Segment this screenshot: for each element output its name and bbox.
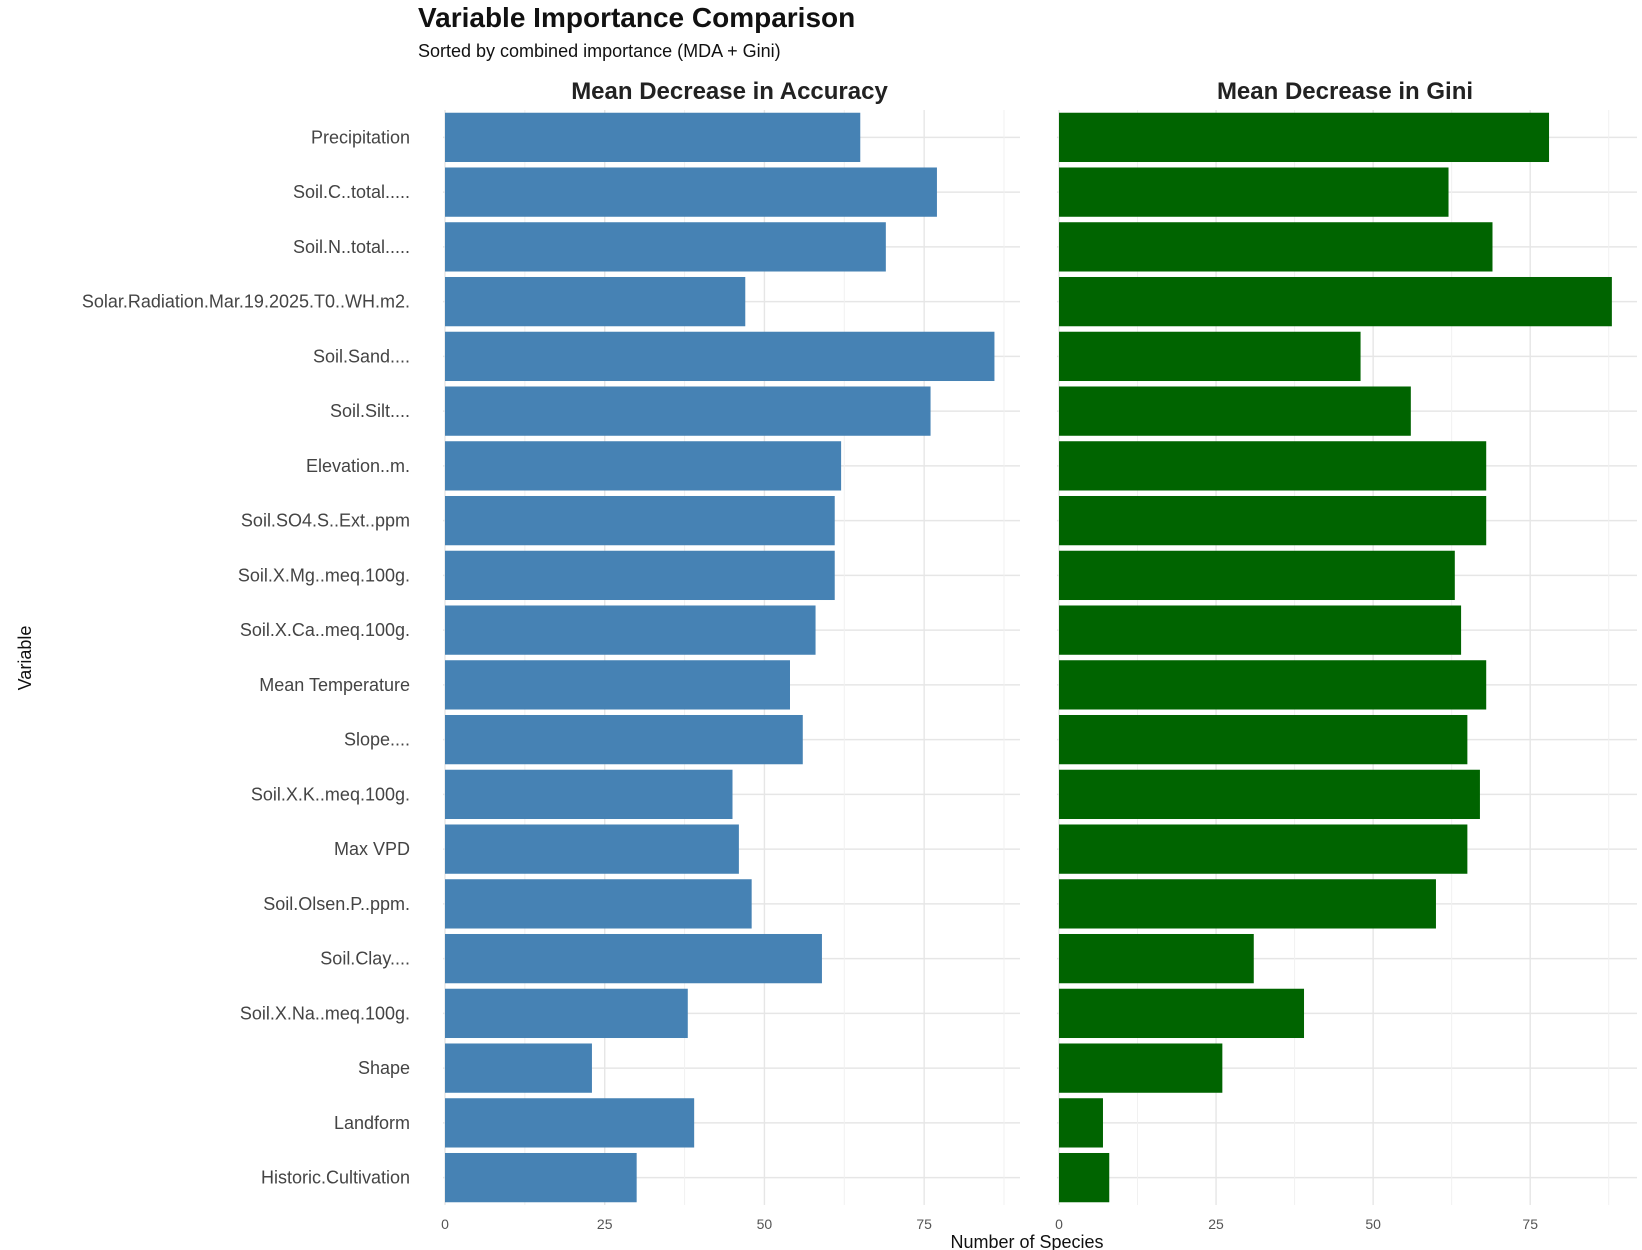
bar-landform-accuracy [445,1098,695,1148]
bar-soil-x-ca-meq-100g-accuracy [445,605,816,655]
y-tick-label: Slope.... [344,730,410,750]
x-axis-title: Number of Species [950,1232,1103,1250]
grid-layer [443,110,1637,1205]
bar-historic-cultivation-accuracy [445,1152,637,1203]
bar-soil-x-k-meq-100g-gini [1059,769,1480,820]
bar-soil-c-total-accuracy [445,167,937,217]
y-tick-label: Mean Temperature [259,675,410,695]
y-tick-label: Max VPD [334,839,410,859]
bar-solar-radiation-mar-19-2025-t0-wh-m2-gini [1059,276,1612,327]
y-tick-label: Soil.X.Ca..meq.100g. [240,620,410,640]
bar-soil-sand-gini [1059,331,1361,382]
y-tick-label: Soil.X.K..meq.100g. [251,784,410,804]
x-tick-label: 75 [916,1216,932,1232]
y-tick-label: Landform [334,1113,410,1133]
y-tick-label: Soil.SO4.S..Ext..ppm [241,511,410,531]
x-tick-label: 25 [1208,1216,1224,1232]
bar-solar-radiation-mar-19-2025-t0-wh-m2-accuracy [445,276,746,327]
y-tick-label: Soil.Silt.... [330,401,410,421]
y-tick-label: Historic.Cultivation [261,1168,410,1188]
bar-soil-silt-gini [1059,386,1411,436]
bar-soil-n-total-accuracy [445,222,886,272]
x-tick-label: 50 [757,1216,773,1232]
x-tick-label: 0 [441,1216,449,1232]
bar-slope-accuracy [445,714,803,765]
y-tick-label: Soil.Clay.... [320,949,410,969]
bar-mean-temperature-gini [1059,660,1487,710]
y-tick-label: Soil.C..total..... [293,182,410,202]
bar-soil-silt-accuracy [445,386,931,436]
bar-soil-clay-accuracy [445,933,822,984]
bar-elevation-m-accuracy [445,441,842,491]
x-tick-label: 0 [1055,1216,1063,1232]
bars-layer [445,112,1612,1203]
x-tick-label: 50 [1365,1216,1381,1232]
panel-title: Mean Decrease in Gini [1217,78,1473,105]
bar-elevation-m-gini [1059,441,1487,491]
y-tick-label: Elevation..m. [306,456,410,476]
x-tick-label: 75 [1522,1216,1538,1232]
y-tick-label: Soil.Olsen.P..ppm. [263,894,410,914]
bar-mean-temperature-accuracy [445,660,790,710]
y-tick-label: Soil.N..total..... [293,237,410,257]
bar-max-vpd-gini [1059,824,1468,874]
y-axis-title: Variable [15,626,35,691]
y-tick-label: Solar.Radiation.Mar.19.2025.T0..WH.m2. [82,292,410,312]
bar-precipitation-accuracy [445,112,861,163]
bar-soil-clay-gini [1059,933,1254,984]
labels-layer: Precipitation Soil.C..total..... Soil.N..t… [82,78,1538,1232]
bar-max-vpd-accuracy [445,824,739,874]
chart-title: Variable Importance Comparison [418,2,855,33]
bar-soil-x-mg-meq-100g-accuracy [445,550,835,601]
bar-soil-olsen-p-ppm-gini [1059,879,1436,929]
y-tick-label: Soil.X.Na..meq.100g. [240,1003,410,1023]
y-tick-label: Soil.X.Mg..meq.100g. [238,565,410,585]
bar-slope-gini [1059,714,1468,765]
bar-historic-cultivation-gini [1059,1152,1110,1203]
bar-soil-n-total-gini [1059,222,1493,272]
bar-soil-olsen-p-ppm-accuracy [445,879,752,929]
bar-soil-c-total-gini [1059,167,1449,217]
bar-landform-gini [1059,1098,1103,1148]
y-tick-label: Soil.Sand.... [313,346,410,366]
bar-soil-x-na-meq-100g-gini [1059,988,1305,1039]
bar-shape-gini [1059,1043,1223,1093]
panel-title: Mean Decrease in Accuracy [571,78,888,105]
bar-soil-so4-s-ext-ppm-accuracy [445,495,835,546]
bar-soil-x-ca-meq-100g-gini [1059,605,1462,655]
bar-shape-accuracy [445,1043,592,1093]
bar-soil-so4-s-ext-ppm-gini [1059,495,1487,546]
x-tick-label: 25 [597,1216,613,1232]
bar-soil-x-mg-meq-100g-gini [1059,550,1455,601]
bar-precipitation-gini [1059,112,1550,163]
y-tick-label: Precipitation [311,127,410,147]
bar-soil-x-k-meq-100g-accuracy [445,769,733,820]
bar-soil-x-na-meq-100g-accuracy [445,988,688,1039]
chart-subtitle: Sorted by combined importance (MDA + Gin… [418,41,781,61]
y-tick-label: Shape [358,1058,410,1078]
bar-soil-sand-accuracy [445,331,995,382]
